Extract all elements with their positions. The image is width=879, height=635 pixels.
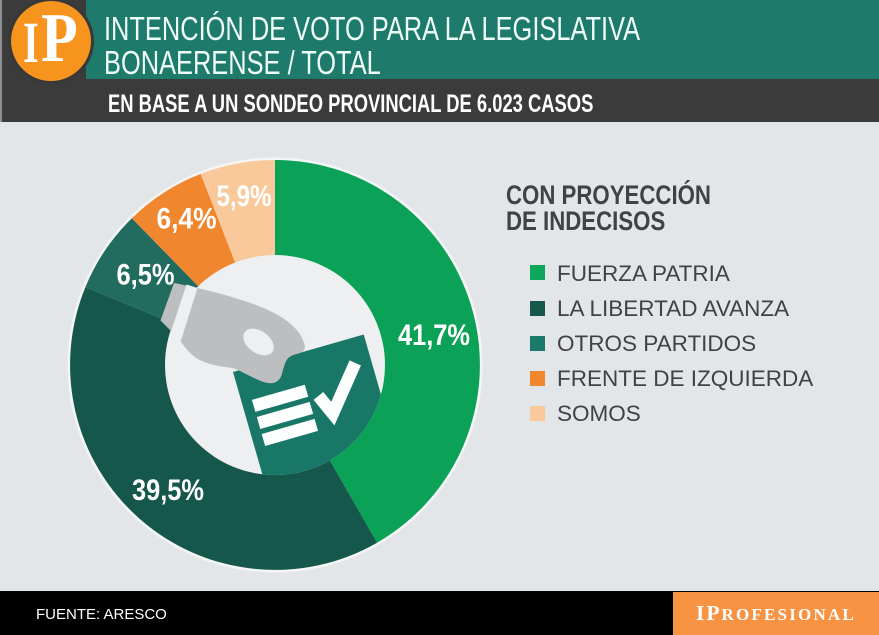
svg-text:6,5%: 6,5% xyxy=(117,259,175,292)
svg-text:41,7%: 41,7% xyxy=(398,319,470,352)
svg-text:39,5%: 39,5% xyxy=(132,474,204,507)
svg-text:5,9%: 5,9% xyxy=(217,180,272,213)
svg-text:6,4%: 6,4% xyxy=(157,203,217,236)
